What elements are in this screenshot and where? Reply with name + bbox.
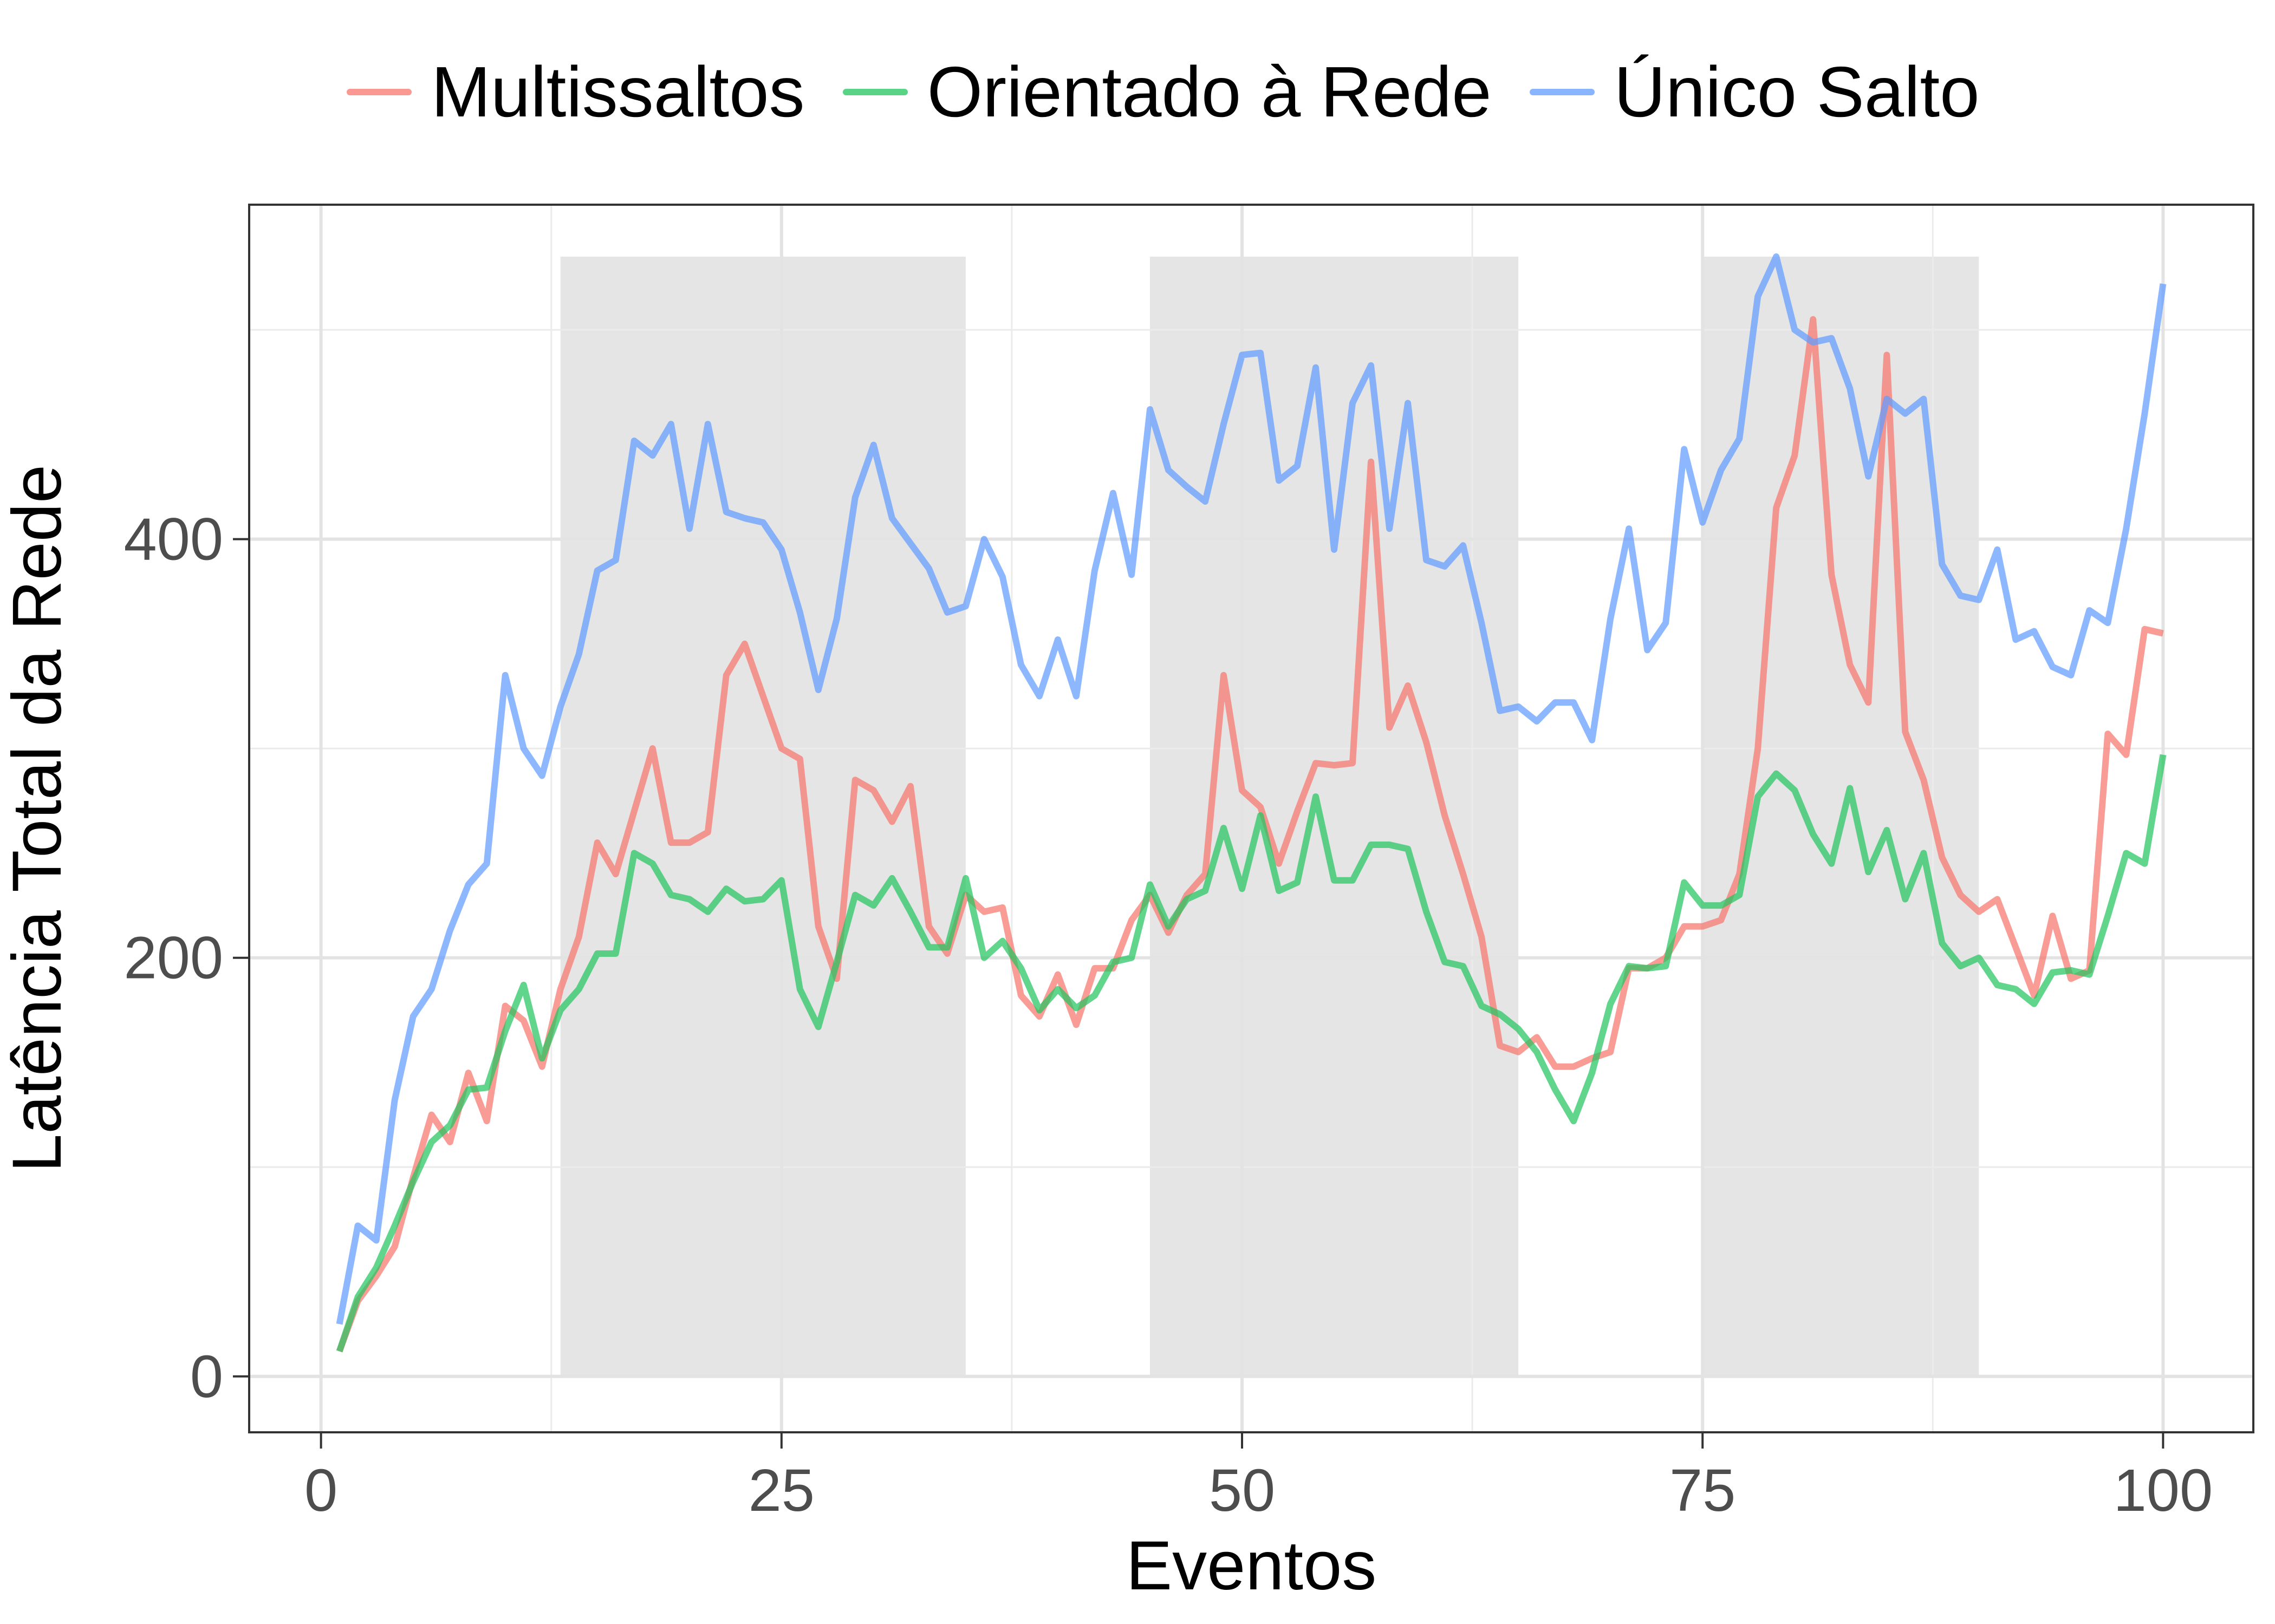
y-tick-label: 400	[123, 506, 223, 573]
legend-item-1: Multissaltos	[347, 56, 805, 128]
legend-item-3: Único Salto	[1529, 52, 1980, 132]
x-tick-label: 0	[304, 1457, 337, 1524]
legend-key	[1529, 89, 1595, 95]
legend-label: Multissaltos	[431, 52, 805, 132]
y-axis-title: Latência Total da Rede	[0, 465, 76, 1172]
legend-label: Orientado à Rede	[927, 52, 1492, 132]
grid-lines	[249, 205, 2253, 1432]
legend: Multissaltos Orientado à Rede Único Salto	[347, 43, 2018, 141]
y-tick-label: 0	[190, 1343, 223, 1410]
x-tick-label: 25	[749, 1457, 815, 1524]
shaded-region-2	[1149, 256, 1519, 1377]
series-line-2	[336, 754, 2167, 1353]
legend-item-2: Orientado à Rede	[842, 52, 1492, 132]
shaded-region-1	[560, 256, 966, 1377]
x-tick-label: 75	[1669, 1457, 1735, 1524]
legend-key	[347, 89, 412, 95]
series-lines	[336, 253, 2167, 1353]
x-axis-title: Eventos	[1126, 1527, 1377, 1605]
series-line-3	[336, 253, 2167, 1325]
series-line-1	[336, 316, 2164, 1353]
y-tick-label: 200	[123, 925, 223, 992]
legend-key	[842, 89, 908, 95]
plot-panel-border	[248, 204, 2254, 1433]
x-tick-label: 100	[2114, 1457, 2213, 1524]
axes: 0 25 50 75 100 0 200 400	[123, 506, 2213, 1524]
x-tick-label: 50	[1209, 1457, 1275, 1524]
legend-label: Único Salto	[1614, 52, 1980, 132]
